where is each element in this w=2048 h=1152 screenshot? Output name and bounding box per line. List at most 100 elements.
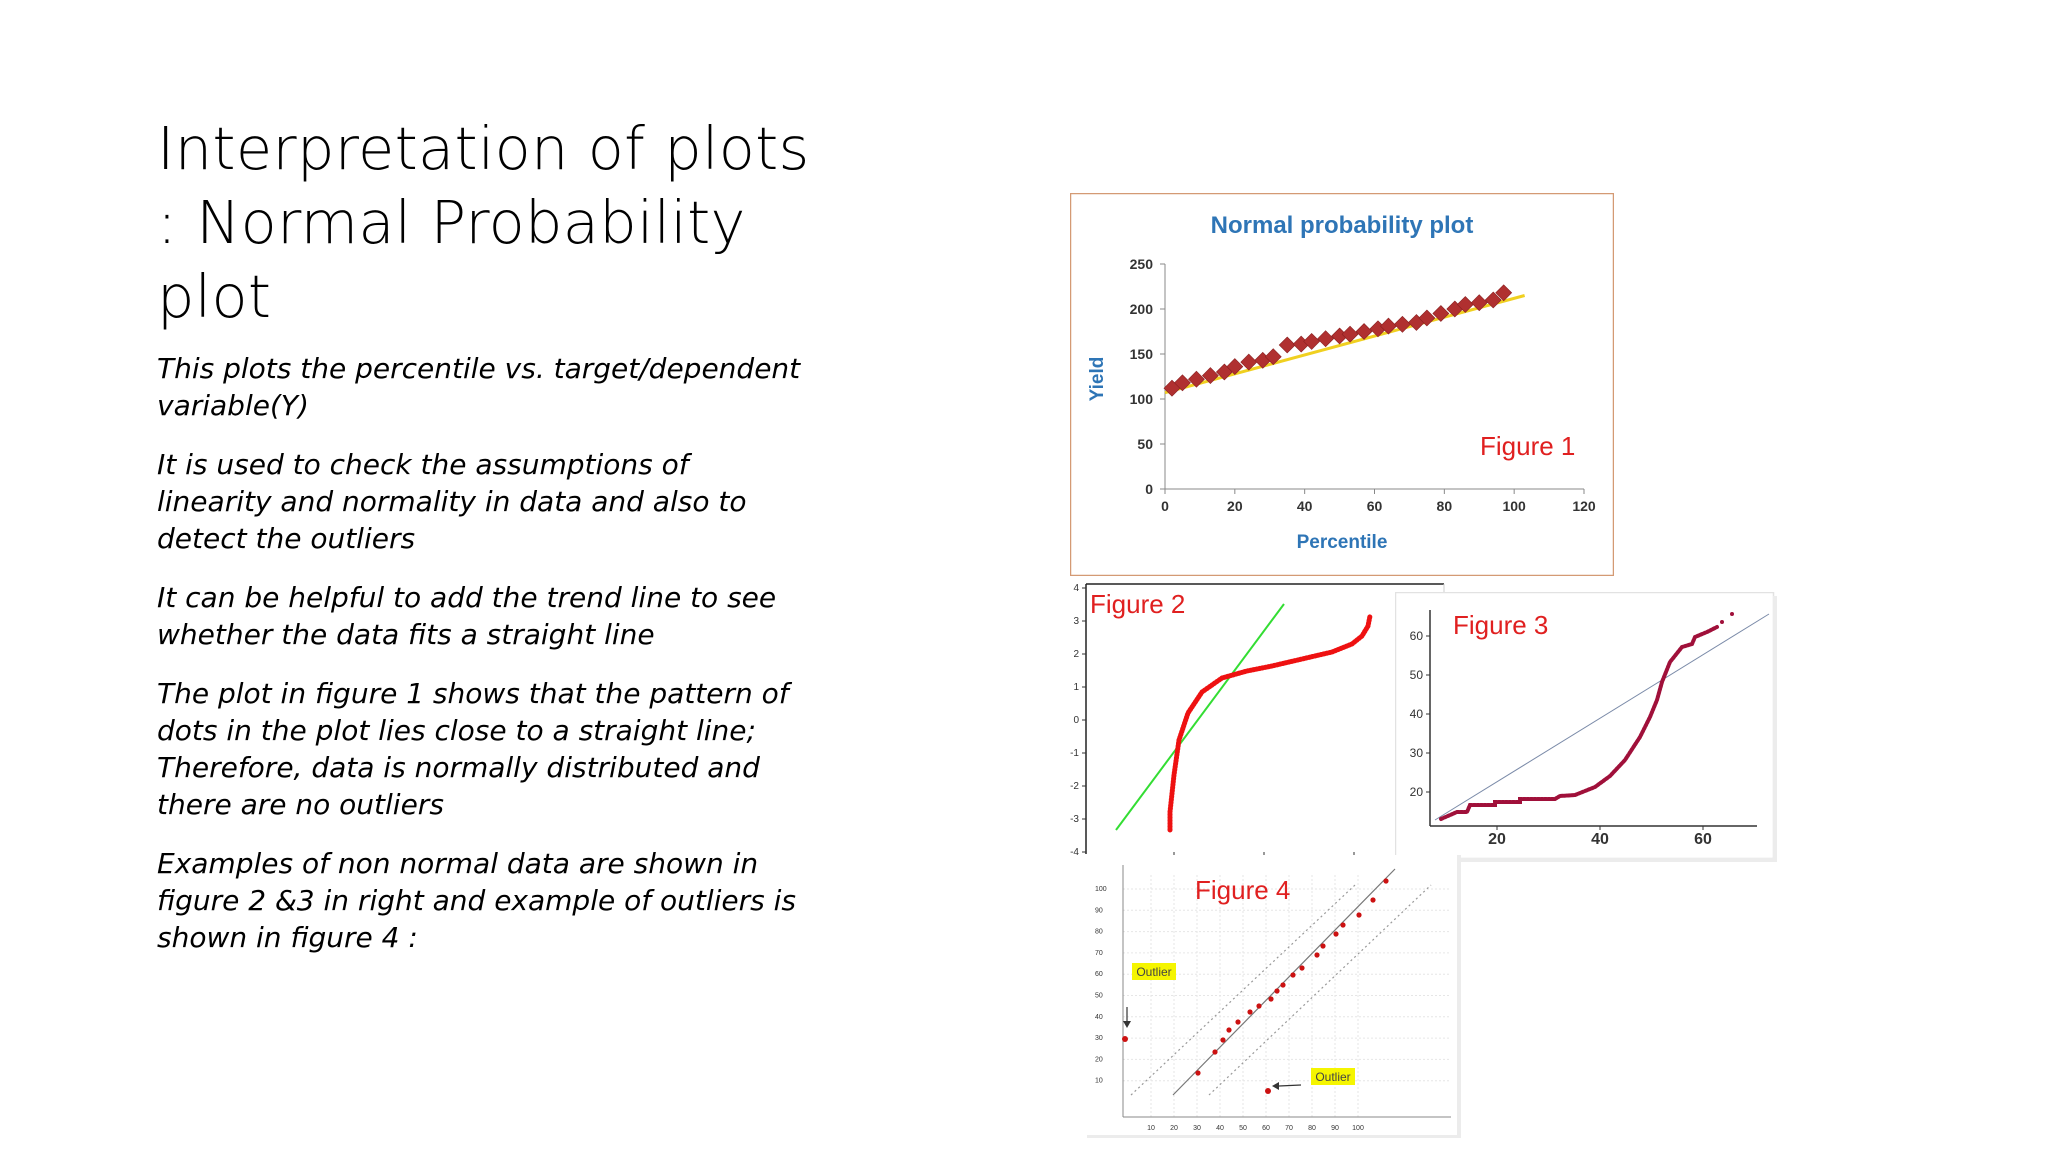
figure-4-ytick-label: 50 xyxy=(1095,993,1103,1000)
figure-1-data-point xyxy=(1394,315,1411,333)
figure-4-ytick-label: 70 xyxy=(1095,950,1103,957)
figure-4-xtick-label: 60 xyxy=(1262,1125,1270,1132)
figure-1-data-point xyxy=(1418,309,1436,327)
figure-2-ytick-label: 3 xyxy=(1073,616,1079,627)
figure-1-data-point xyxy=(1264,348,1282,366)
figure-4-xtick-label: 10 xyxy=(1147,1125,1155,1132)
figure-4-xtick-label: 80 xyxy=(1308,1125,1316,1132)
figure-4-xtick-label: 30 xyxy=(1193,1125,1201,1132)
figure-3: 60 50 40 30 20 20 40 60 Figure 3 xyxy=(1395,592,1777,862)
figure-2-ytick-label: -3 xyxy=(1070,814,1079,825)
figure-1-data-point xyxy=(1484,291,1502,309)
figure-1-title: Normal probability plot xyxy=(1211,212,1474,239)
title-line: Interpretation of plots xyxy=(157,114,810,183)
body-paragraph: This plots the percentile vs. target/dep… xyxy=(157,352,801,422)
slide-body: This plots the percentile vs. target/dep… xyxy=(157,350,807,978)
figure-1-xtick-label: 80 xyxy=(1437,498,1453,514)
figure-4-ytick-label: 60 xyxy=(1095,971,1103,978)
figure-3-label: Figure 3 xyxy=(1453,610,1548,640)
figure-4-ytick-label: 10 xyxy=(1095,1078,1103,1085)
figure-1-ytick-label: 0 xyxy=(1145,481,1153,497)
figure-3-xtick-label: 60 xyxy=(1694,831,1712,848)
figure-1-data-point xyxy=(1174,374,1191,392)
figure-4-xtick-label: 40 xyxy=(1216,1125,1224,1132)
figure-4-chart: 100 90 80 70 60 50 40 30 20 10 10 20 30 40 50 60 70 80 90… xyxy=(1083,855,1461,1138)
figure-4-ytick-label: 80 xyxy=(1095,929,1103,936)
figure-4-ytick-label: 40 xyxy=(1095,1014,1103,1021)
figure-1-xtick-label: 120 xyxy=(1572,498,1596,514)
figure-1-label: Figure 1 xyxy=(1480,431,1575,461)
figure-2: 4 3 2 1 0 -1 -2 -3 -4 Figure 2 xyxy=(1062,580,1452,855)
figure-1-ytick-label: 50 xyxy=(1137,436,1153,452)
figure-2-ytick-label: 2 xyxy=(1073,649,1079,660)
figure-1-data-point xyxy=(1355,323,1373,340)
figure-4-outlier-label: Outlier xyxy=(1315,1070,1350,1084)
figure-1-ylabel: Yield xyxy=(1087,357,1108,402)
figure-4-ytick-label: 20 xyxy=(1095,1056,1103,1063)
figure-3-chart: 60 50 40 30 20 20 40 60 Figure 3 xyxy=(1395,592,1777,862)
figure-4-xtick-label: 50 xyxy=(1239,1125,1247,1132)
figure-2-ytick-label: 1 xyxy=(1073,682,1079,693)
figure-4-data-points xyxy=(1122,878,1389,1094)
figure-3-reference-line xyxy=(1434,613,1770,821)
body-paragraph: The plot in figure 1 shows that the patt… xyxy=(157,677,789,821)
figure-2-chart: 4 3 2 1 0 -1 -2 -3 -4 Figure 2 xyxy=(1062,580,1452,855)
figure-3-ytick-label: 30 xyxy=(1410,746,1424,760)
figure-1-data-point xyxy=(1240,353,1258,371)
figure-1-ytick-label: 200 xyxy=(1130,301,1154,317)
figure-1-xtick-label: 60 xyxy=(1367,498,1383,514)
figure-1-xlabel: Percentile xyxy=(1297,532,1388,553)
figure-1-xtick-label: 100 xyxy=(1502,498,1526,514)
figure-2-ytick-label: 4 xyxy=(1073,583,1079,594)
figure-4-xtick-label: 70 xyxy=(1285,1125,1293,1132)
figure-1-data-point xyxy=(1226,358,1244,376)
figure-3-ytick-label: 20 xyxy=(1410,785,1424,799)
figure-4-xtick-label: 100 xyxy=(1352,1125,1364,1132)
figure-1-data-point xyxy=(1456,296,1474,313)
figure-4-ytick-label: 30 xyxy=(1095,1035,1103,1042)
figure-4-ytick-label: 90 xyxy=(1095,907,1103,914)
figure-3-xtick-label: 40 xyxy=(1591,831,1609,848)
figure-1-xtick-label: 0 xyxy=(1161,498,1169,514)
figure-1-xtick-label: 40 xyxy=(1297,498,1313,514)
figure-4-xtick-label: 90 xyxy=(1331,1125,1339,1132)
figure-1: Normal probability plot 0 50 100 150 200 250 0… xyxy=(1070,193,1614,576)
figure-1-data-point xyxy=(1495,284,1513,302)
figure-2-reference-line xyxy=(1115,603,1285,831)
figure-2-data-points xyxy=(1167,613,1373,833)
figure-2-ytick-label: 0 xyxy=(1073,715,1079,726)
figure-2-ytick-label: -4 xyxy=(1070,847,1079,855)
slide-title: Interpretation of plots : Normal Probabi… xyxy=(157,112,817,334)
figure-2-ytick-label: -2 xyxy=(1070,781,1079,792)
figure-3-xtick-label: 20 xyxy=(1488,831,1506,848)
figure-1-data-point xyxy=(1470,294,1488,312)
figure-1-data-point xyxy=(1432,305,1450,322)
body-paragraph: It can be helpful to add the trend line … xyxy=(157,581,777,651)
figure-1-chart: Normal probability plot 0 50 100 150 200 250 0… xyxy=(1070,193,1614,576)
figure-4-label: Figure 4 xyxy=(1195,875,1290,905)
figure-4: 100 90 80 70 60 50 40 30 20 10 10 20 30 40 50 60 70 80 90… xyxy=(1083,855,1461,1138)
figure-3-ytick-label: 50 xyxy=(1410,668,1424,682)
figure-4-outlier-label: Outlier xyxy=(1136,965,1171,979)
figure-1-data-point xyxy=(1201,367,1219,385)
figure-1-data-point xyxy=(1317,330,1335,348)
figure-1-data-point xyxy=(1188,370,1205,388)
figure-1-data-point xyxy=(1380,317,1397,335)
body-paragraph: Examples of non normal data are shown in… xyxy=(157,847,797,954)
figure-1-ytick-label: 250 xyxy=(1130,256,1154,272)
figure-2-label: Figure 2 xyxy=(1090,589,1185,619)
figure-4-outlier-point xyxy=(1265,1088,1271,1094)
title-line: : Normal Probability xyxy=(157,188,746,257)
figure-1-ytick-label: 150 xyxy=(1130,346,1154,362)
left-arrow-icon xyxy=(1278,1084,1302,1087)
figure-1-ytick-label: 100 xyxy=(1130,391,1154,407)
figure-3-ytick-label: 40 xyxy=(1410,707,1424,721)
figure-4-outlier-point xyxy=(1122,1036,1128,1042)
figure-4-ytick-label: 100 xyxy=(1095,886,1107,893)
title-line: plot xyxy=(157,262,272,331)
figure-3-ytick-label: 60 xyxy=(1410,629,1424,643)
figure-3-data-points xyxy=(1439,625,1719,821)
figure-1-data-point xyxy=(1341,325,1359,343)
figure-4-xtick-label: 20 xyxy=(1170,1125,1178,1132)
figure-2-ytick-label: -1 xyxy=(1070,748,1079,759)
